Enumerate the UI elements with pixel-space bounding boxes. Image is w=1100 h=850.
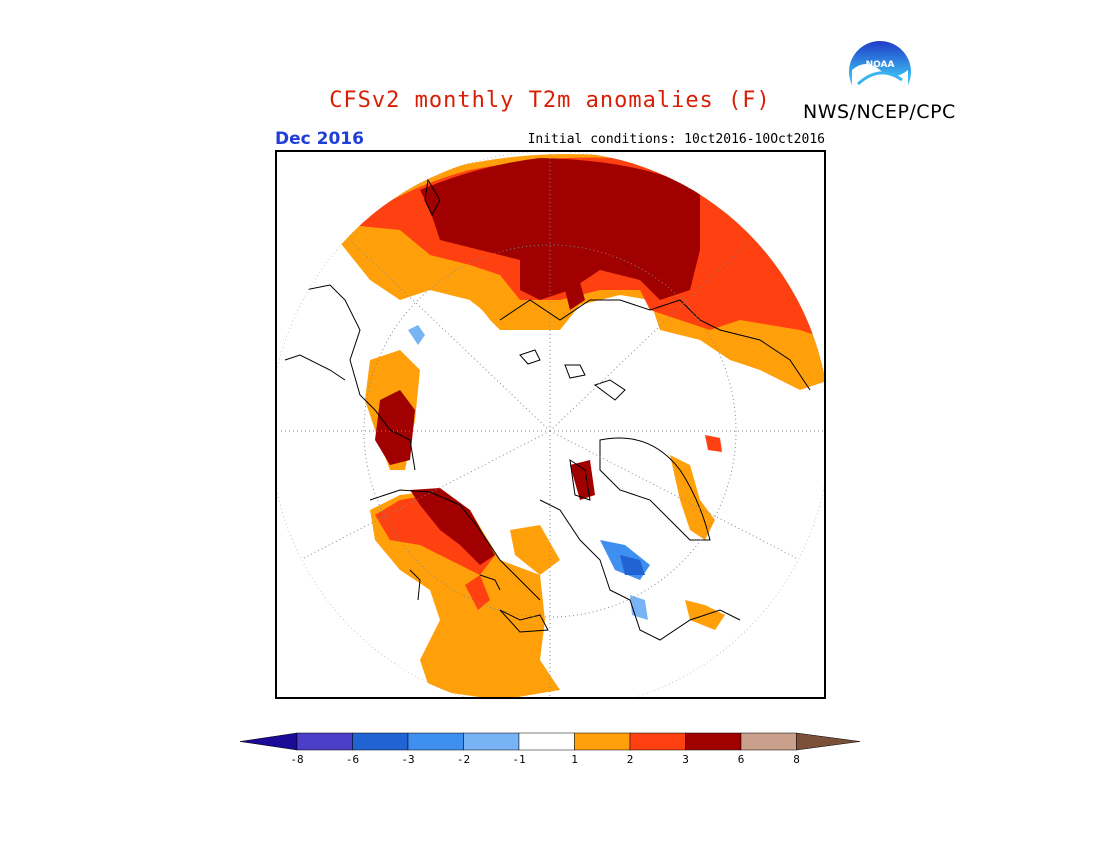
colorbar-tick-label: 2 xyxy=(627,753,634,766)
colorbar-bin xyxy=(740,732,797,751)
colorbar-tick-label: -6 xyxy=(346,753,359,766)
organization-label: NWS/NCEP/CPC xyxy=(803,101,956,123)
colorbar-tick-label: -2 xyxy=(457,753,470,766)
map-title: CFSv2 monthly T2m anomalies (F) xyxy=(329,88,771,113)
anomaly-field-pacific xyxy=(370,488,560,698)
coastlines xyxy=(284,178,811,641)
colorbar-bin xyxy=(296,732,353,751)
initial-conditions-label: Initial conditions: 10ct2016-10Oct2016 xyxy=(527,132,825,147)
noaa-logo: NOAA xyxy=(849,41,911,104)
colorbar-bin xyxy=(574,732,631,751)
anomaly-field-eurasia xyxy=(330,154,825,390)
colorbar-arrow-high xyxy=(796,732,861,751)
polar-map xyxy=(276,151,825,698)
anomaly-field-north-america xyxy=(365,325,425,470)
colorbar-bin xyxy=(463,732,520,751)
colorbar-tick-label: 6 xyxy=(738,753,745,766)
graticule xyxy=(276,151,825,698)
map-frame xyxy=(275,150,826,699)
colorbar-tick-label: -1 xyxy=(512,753,525,766)
colorbar-tick-label: -3 xyxy=(401,753,414,766)
colorbar-bin xyxy=(407,732,464,751)
colorbar-tick-label: -8 xyxy=(290,753,303,766)
noaa-logo-text: NOAA xyxy=(866,60,895,70)
colorbar-bin xyxy=(629,732,686,751)
colorbar-tick-label: 1 xyxy=(571,753,578,766)
colorbar-bin xyxy=(518,732,575,751)
colorbar-bin xyxy=(352,732,409,751)
colorbar-bin xyxy=(685,732,742,751)
colorbar: -8 -6 -3 -2 -1 1 2 3 6 8 xyxy=(239,732,861,766)
colorbar-tick-label: 3 xyxy=(682,753,689,766)
colorbar-arrow-low xyxy=(239,732,298,751)
valid-period-label: Dec 2016 xyxy=(275,129,364,149)
colorbar-tick-label: 8 xyxy=(793,753,800,766)
